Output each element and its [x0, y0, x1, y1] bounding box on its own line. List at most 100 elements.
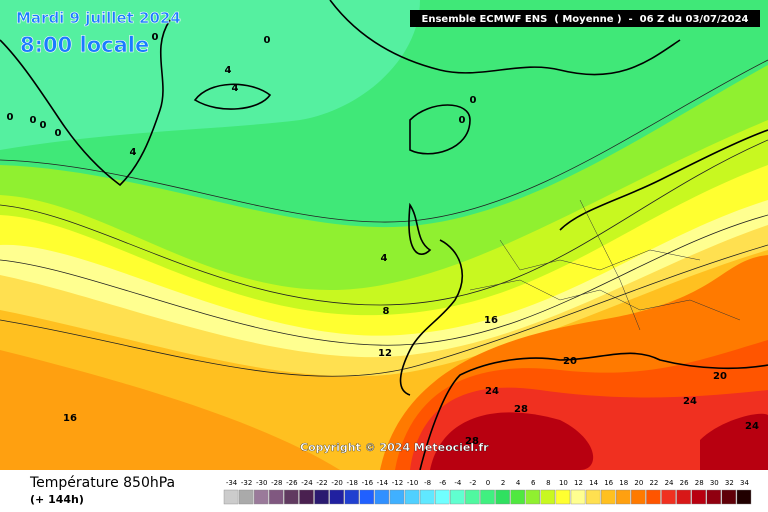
legend-label: 12	[574, 479, 583, 487]
contour-label: 4	[225, 65, 232, 76]
model-banner	[410, 10, 760, 27]
legend-swatch	[465, 489, 480, 505]
legend-swatch	[736, 489, 752, 505]
legend-label: -8	[424, 479, 431, 487]
contour-label: 4	[381, 253, 388, 264]
legend-label: 30	[710, 479, 719, 487]
legend-swatch	[329, 489, 344, 505]
legend-label: 18	[619, 479, 628, 487]
legend-label: -18	[347, 479, 358, 487]
legend-label: -2	[469, 479, 476, 487]
contour-label: 0	[30, 115, 37, 126]
legend-swatch	[238, 489, 254, 505]
legend-label: 24	[665, 479, 674, 487]
coastlines	[0, 0, 768, 471]
legend-label: -6	[439, 479, 447, 487]
legend-label: 0	[486, 479, 490, 487]
legend-label: -26	[286, 479, 298, 487]
legend-label: -24	[301, 479, 313, 487]
forecast-lead: (+ 144h)	[30, 493, 84, 506]
legend-swatch	[435, 489, 450, 505]
legend-swatch	[661, 489, 676, 505]
legend-swatch	[253, 489, 269, 505]
model-info: Ensemble ECMWF ENS ( Moyenne ) - 06 Z du…	[422, 14, 749, 25]
legend-label: -28	[271, 479, 282, 487]
legend-label: 34	[740, 479, 749, 487]
legend-swatch	[555, 489, 571, 505]
map-field	[0, 0, 768, 470]
contour-label: 0	[7, 112, 14, 123]
legend-label: 32	[725, 479, 734, 487]
legend-swatch	[585, 489, 601, 505]
legend-label: -34	[226, 479, 238, 487]
legend-label: 22	[649, 479, 658, 487]
legend-swatch	[374, 489, 390, 505]
legend-swatch	[344, 489, 359, 505]
legend-label: 2	[501, 479, 505, 487]
legend-swatch	[721, 489, 737, 505]
field-band	[0, 350, 340, 470]
contour-label: 16	[63, 413, 77, 424]
legend-label: -30	[256, 479, 267, 487]
field-band	[430, 412, 594, 470]
isotherms	[0, 59, 768, 377]
contour-label: 16	[484, 315, 498, 326]
legend-swatch	[691, 489, 706, 505]
legend-swatch	[223, 489, 239, 505]
legend-label: 8	[546, 479, 550, 487]
legend-label: -12	[392, 479, 403, 487]
legend-label: -14	[377, 479, 389, 487]
contour-label: 0	[152, 32, 159, 43]
color-legend: -34 -32 -30 -28 -26 -24 -22 -20 -18 -16 -14 -12 -10-…	[223, 479, 752, 505]
legend-label: -32	[241, 479, 252, 487]
contour-label: 24	[485, 386, 499, 397]
legend-label: 4	[516, 479, 521, 487]
legend-swatch	[495, 489, 510, 505]
contour-label: 12	[378, 348, 392, 359]
contour-label: 4	[130, 147, 137, 158]
legend-label: -20	[331, 479, 342, 487]
contour-label: 20	[713, 371, 727, 382]
legend-swatch	[616, 489, 631, 505]
legend-label: 14	[589, 479, 598, 487]
contour-label: 0	[40, 120, 47, 131]
legend-label: -10	[407, 479, 418, 487]
legend-swatch	[299, 489, 314, 505]
contour-label: 0	[459, 115, 466, 126]
legend-swatch	[389, 489, 405, 505]
legend-swatch	[359, 489, 375, 505]
contour-label: 8	[383, 306, 390, 317]
contour-label: 24	[745, 421, 759, 432]
footer-title: Température 850hPa	[29, 475, 175, 491]
legend-label: 26	[680, 479, 689, 487]
legend-swatch	[525, 489, 541, 505]
contour-label: 0	[264, 35, 271, 46]
copyright: Copyright © 2024 Meteociel.fr	[300, 441, 489, 454]
legend-label: -4	[454, 479, 462, 487]
contour-label: 24	[683, 396, 697, 407]
legend-swatch	[570, 489, 586, 505]
legend-label: -16	[362, 479, 374, 487]
legend-swatch	[646, 489, 661, 505]
legend-label: -22	[316, 479, 327, 487]
legend-swatch	[540, 489, 556, 505]
legend-label: 10	[559, 479, 568, 487]
legend-swatch	[404, 489, 420, 505]
legend-swatch	[706, 489, 722, 505]
legend-swatch	[600, 489, 616, 505]
contour-label: 28	[465, 436, 479, 447]
legend-swatch	[450, 489, 465, 505]
legend-label: 16	[604, 479, 613, 487]
legend-swatch	[314, 489, 329, 505]
valid-date: Mardi 9 juillet 2024	[16, 9, 181, 27]
legend-swatch	[676, 489, 691, 505]
field-cool	[0, 0, 420, 150]
legend-swatch	[284, 489, 299, 505]
legend-swatch	[631, 489, 646, 505]
legend-swatch	[269, 489, 284, 505]
field-band	[700, 413, 768, 470]
contour-label: 4	[232, 83, 239, 94]
contour-label: 0	[55, 128, 62, 139]
